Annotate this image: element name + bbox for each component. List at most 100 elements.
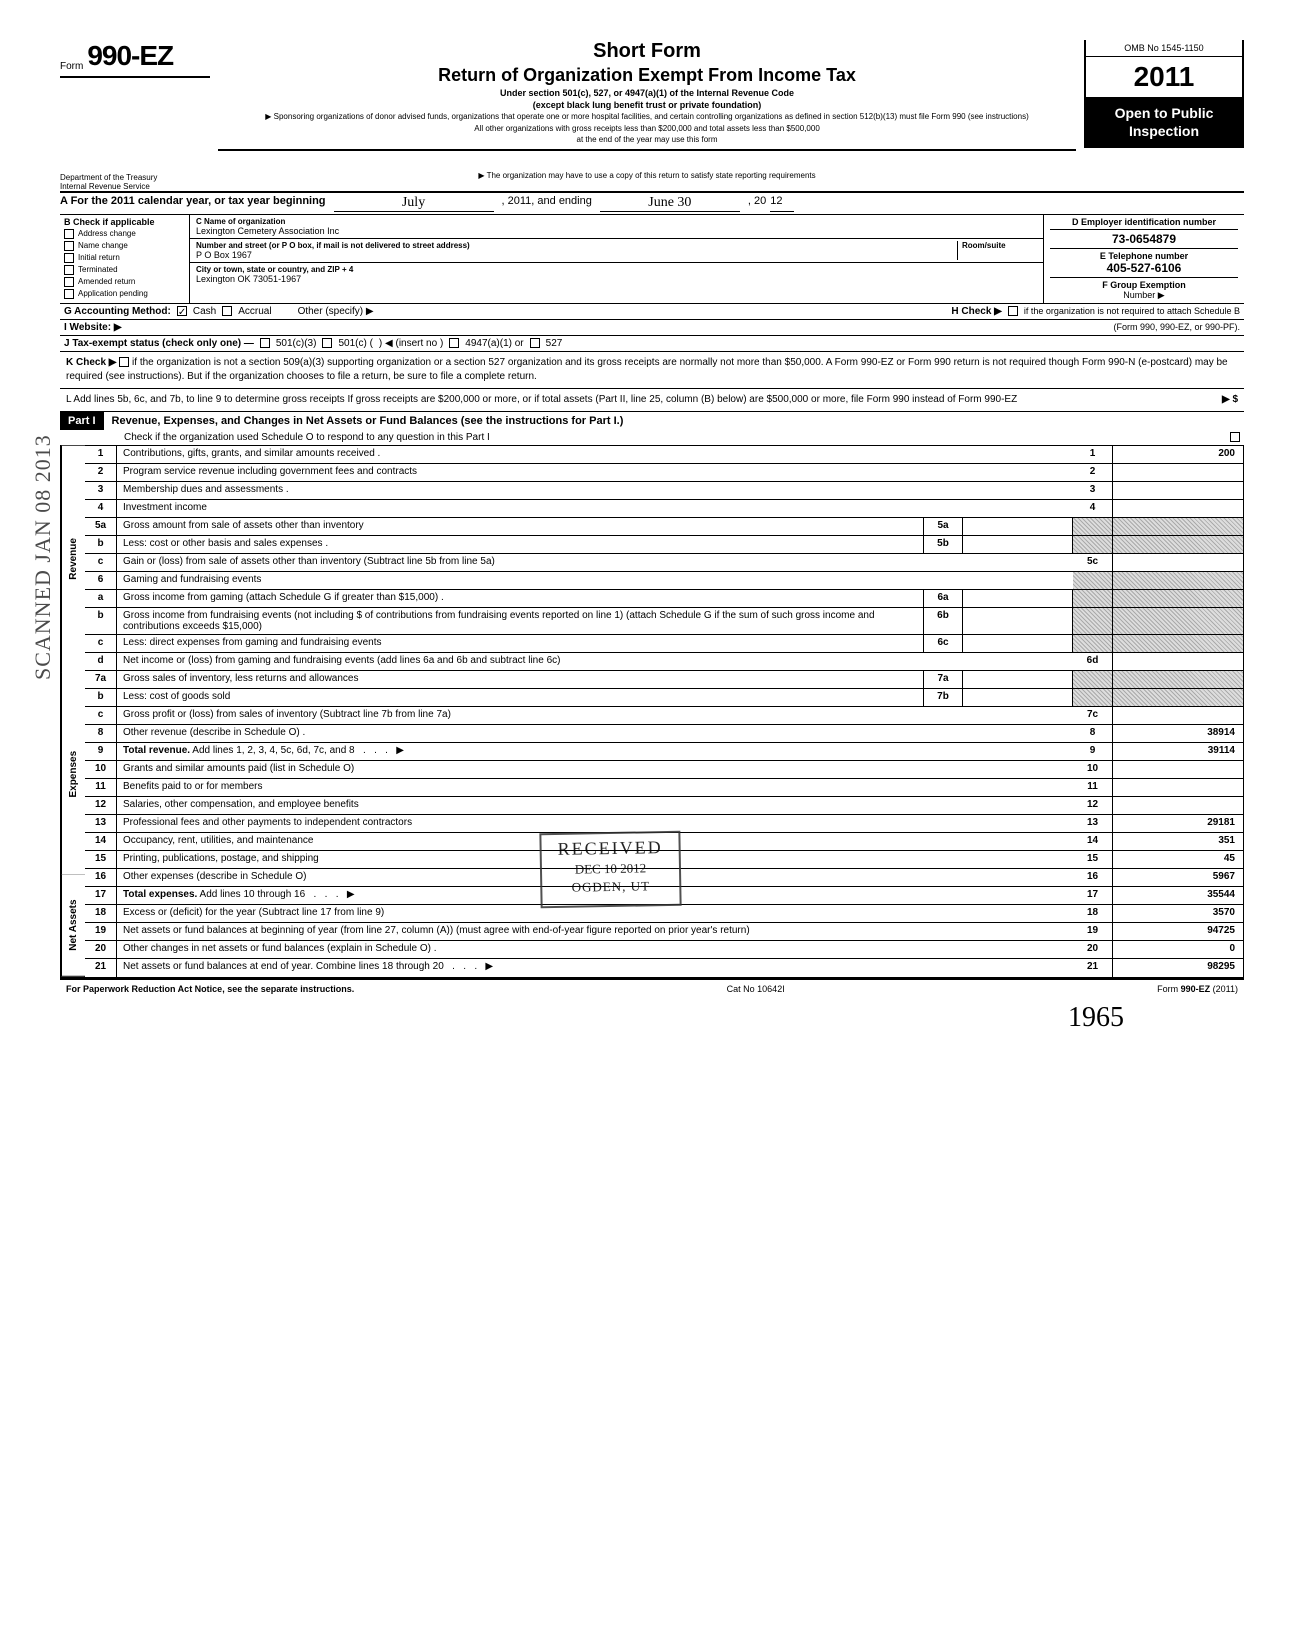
- right-line-ref: 5c: [1073, 554, 1113, 571]
- side-revenue: Revenue: [61, 446, 85, 673]
- line-number: 20: [85, 941, 117, 958]
- header-grid: B Check if applicable Address change Nam…: [60, 215, 1244, 304]
- line-description: Other revenue (describe in Schedule O) .: [117, 725, 1073, 742]
- mid-line-ref: 6a: [923, 590, 963, 607]
- mid-line-ref: 6b: [923, 608, 963, 634]
- line-number: c: [85, 635, 117, 652]
- org-address: P O Box 1967: [196, 250, 957, 260]
- mid-line-ref: 7a: [923, 671, 963, 688]
- begin-date-handwritten: July: [334, 195, 494, 212]
- right-line-ref: [1073, 689, 1113, 706]
- part1-check-row: Check if the organization used Schedule …: [60, 430, 1244, 446]
- line-number: 5a: [85, 518, 117, 535]
- right-value: [1113, 590, 1243, 607]
- lbl-amended: Amended return: [78, 277, 135, 286]
- line-description: Membership dues and assessments .: [117, 482, 1073, 499]
- mid-value: [963, 536, 1073, 553]
- cb-terminated[interactable]: [64, 265, 74, 275]
- lbl-501c3: 501(c)(3): [276, 338, 317, 349]
- right-line-ref: 20: [1073, 941, 1113, 958]
- line-description: Net assets or fund balances at beginning…: [117, 923, 1073, 940]
- received-stamp: RECEIVED DEC 10 2012 OGDEN, UT: [539, 831, 681, 908]
- cb-h[interactable]: [1008, 306, 1018, 316]
- line-description: Benefits paid to or for members: [117, 779, 1073, 796]
- right-line-ref: [1073, 590, 1113, 607]
- right-value: 45: [1113, 851, 1243, 868]
- right-value: 35544: [1113, 887, 1243, 904]
- cb-amended[interactable]: [64, 277, 74, 287]
- dept-block: Department of the Treasury Internal Reve…: [60, 151, 210, 191]
- line-number: a: [85, 590, 117, 607]
- cb-527[interactable]: [530, 338, 540, 348]
- cb-address-change[interactable]: [64, 229, 74, 239]
- right-line-ref: 18: [1073, 905, 1113, 922]
- phone-value: 405-527-6106: [1050, 261, 1238, 278]
- table-row: 10Grants and similar amounts paid (list …: [85, 761, 1243, 779]
- ein-label: D Employer identification number: [1050, 217, 1238, 230]
- lbl-4947: 4947(a)(1) or: [465, 338, 523, 349]
- cb-4947[interactable]: [449, 338, 459, 348]
- side-expenses: Expenses: [61, 673, 85, 876]
- mid-line-ref: 5a: [923, 518, 963, 535]
- right-line-ref: [1073, 518, 1113, 535]
- lbl-527: 527: [546, 338, 563, 349]
- table-row: 1Contributions, gifts, grants, and simil…: [85, 446, 1243, 464]
- side-netassets: Net Assets: [61, 875, 85, 977]
- stamp-location: OGDEN, UT: [558, 878, 663, 896]
- table-row: 20Other changes in net assets or fund ba…: [85, 941, 1243, 959]
- cb-part1-schedule-o[interactable]: [1230, 432, 1240, 442]
- note1: ▶ Sponsoring organizations of donor advi…: [218, 112, 1076, 122]
- form-word: Form: [60, 61, 83, 72]
- right-line-ref: 7c: [1073, 707, 1113, 724]
- table-row: 5aGross amount from sale of assets other…: [85, 518, 1243, 536]
- title-main: Return of Organization Exempt From Incom…: [218, 65, 1076, 86]
- part1-label: Part I: [60, 412, 104, 430]
- lbl-initial-return: Initial return: [78, 253, 120, 262]
- title-block: Short Form Return of Organization Exempt…: [218, 40, 1076, 151]
- tax-year: 2011: [1086, 57, 1242, 98]
- right-value: [1113, 779, 1243, 796]
- line-number: 16: [85, 869, 117, 886]
- line-number: 7a: [85, 671, 117, 688]
- cb-501c[interactable]: [322, 338, 332, 348]
- stamp-date: DEC 10 2012: [558, 860, 663, 878]
- g-label: G Accounting Method:: [64, 306, 171, 317]
- right-value: [1113, 500, 1243, 517]
- right-line-ref: [1073, 536, 1113, 553]
- section-a-label: A For the 2011 calendar year, or tax yea…: [60, 195, 326, 212]
- cb-cash[interactable]: [177, 306, 187, 316]
- right-line-ref: [1073, 671, 1113, 688]
- section-a: A For the 2011 calendar year, or tax yea…: [60, 193, 1244, 215]
- right-line-ref: [1073, 608, 1113, 634]
- line-number: 12: [85, 797, 117, 814]
- line-number: 13: [85, 815, 117, 832]
- cb-k[interactable]: [119, 357, 129, 367]
- right-value: [1113, 761, 1243, 778]
- line-description: Total revenue. Add lines 1, 2, 3, 4, 5c,…: [117, 743, 1073, 760]
- table-row: 6Gaming and fundraising events: [85, 572, 1243, 590]
- footer-left: For Paperwork Reduction Act Notice, see …: [66, 984, 354, 994]
- table-row: 12Salaries, other compensation, and empl…: [85, 797, 1243, 815]
- note2: All other organizations with gross recei…: [218, 124, 1076, 134]
- line-description: Gross income from gaming (attach Schedul…: [117, 590, 923, 607]
- cb-app-pending[interactable]: [64, 289, 74, 299]
- right-line-ref: 10: [1073, 761, 1113, 778]
- cb-accrual[interactable]: [222, 306, 232, 316]
- right-value: [1113, 797, 1243, 814]
- form-number-block: Form 990-EZ: [60, 40, 210, 78]
- note3: at the end of the year may use this form: [218, 135, 1076, 145]
- table-row: dNet income or (loss) from gaming and fu…: [85, 653, 1243, 671]
- cb-initial-return[interactable]: [64, 253, 74, 263]
- right-value: [1113, 608, 1243, 634]
- line-description: Grants and similar amounts paid (list in…: [117, 761, 1073, 778]
- cb-name-change[interactable]: [64, 241, 74, 251]
- table-row: bLess: cost of goods sold7b: [85, 689, 1243, 707]
- right-line-ref: 17: [1073, 887, 1113, 904]
- h-text: if the organization is not required to a…: [1024, 306, 1240, 316]
- city-label: City or town, state or country, and ZIP …: [196, 265, 1037, 274]
- right-line-ref: 3: [1073, 482, 1113, 499]
- ein-value: 73-0654879: [1050, 230, 1238, 249]
- line-description: Less: cost of goods sold: [117, 689, 923, 706]
- cb-501c3[interactable]: [260, 338, 270, 348]
- right-line-ref: 4: [1073, 500, 1113, 517]
